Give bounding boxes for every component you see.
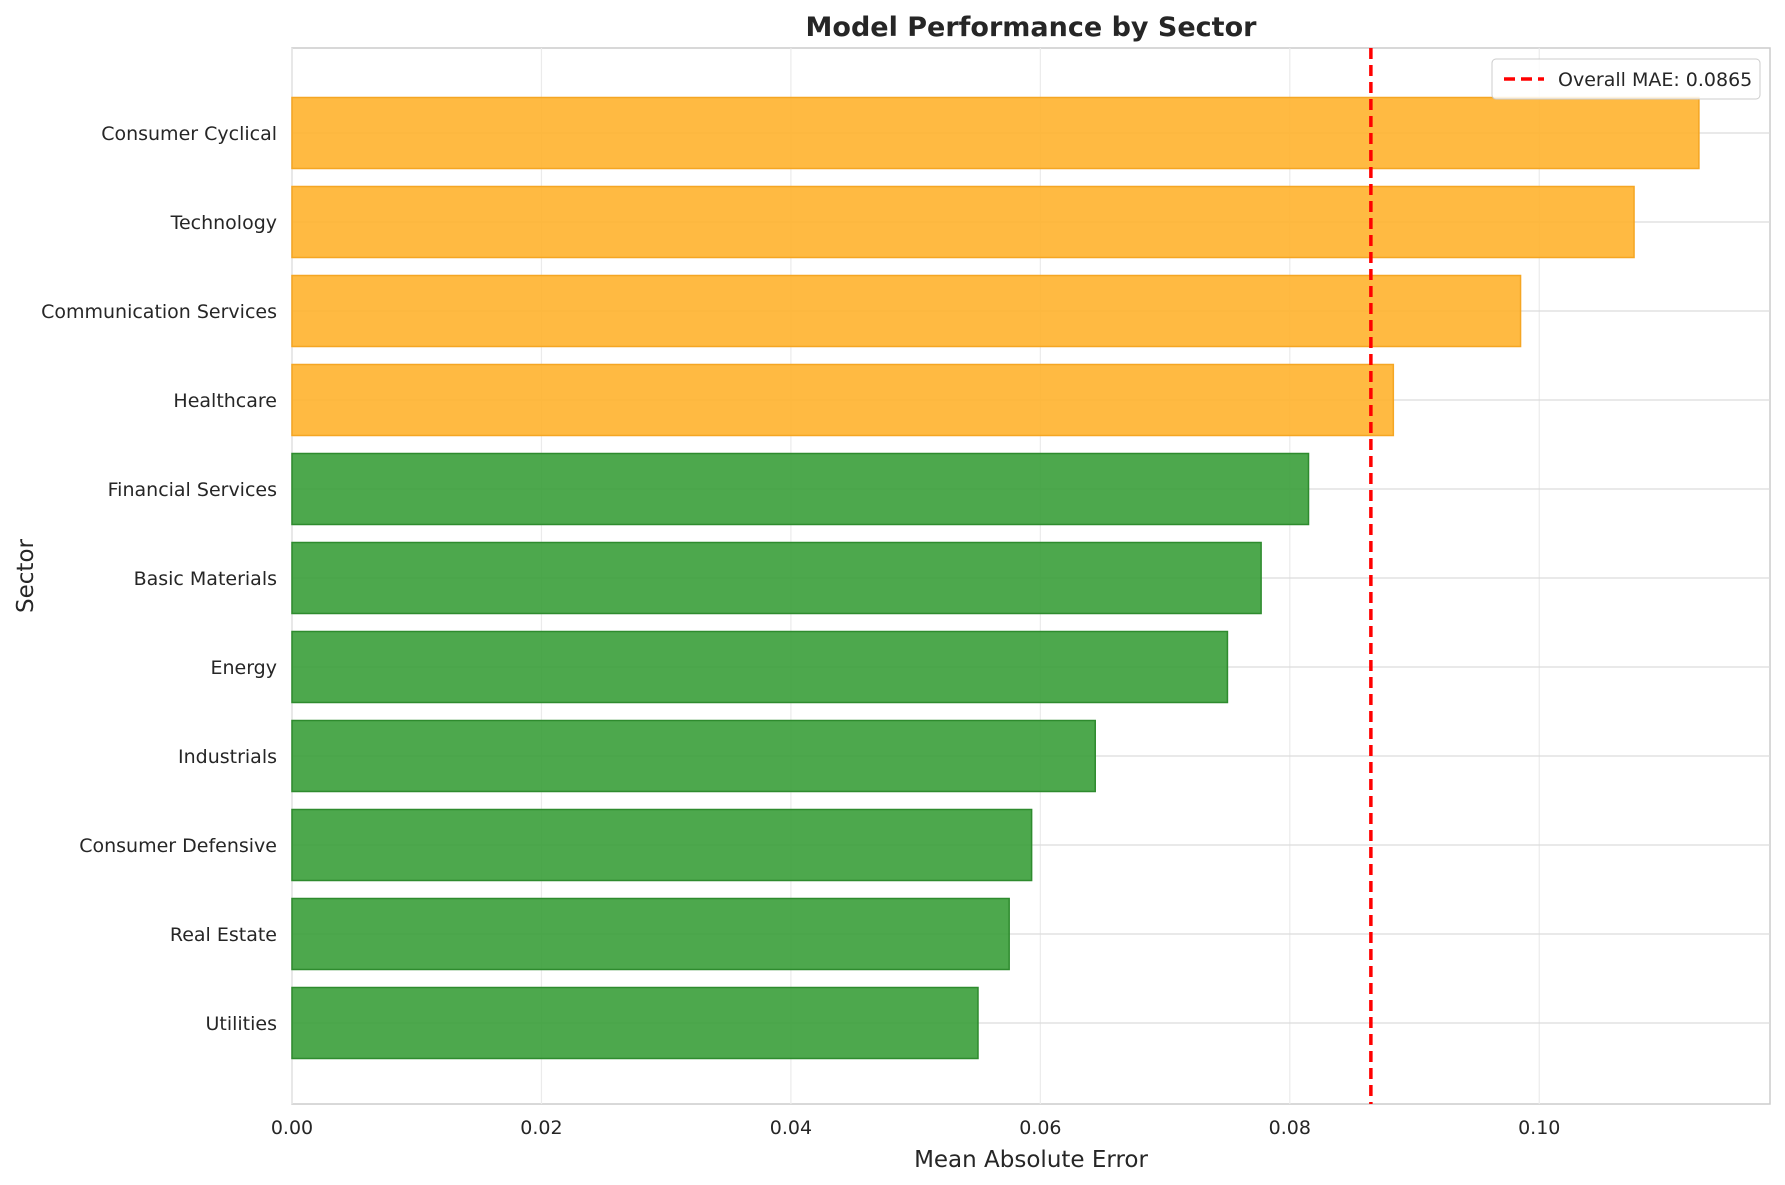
x-tick-label: 0.06 [1019, 1117, 1061, 1139]
y-tick-label: Utilities [205, 1013, 277, 1035]
bar [291, 897, 1010, 971]
y-tick-label: Real Estate [170, 924, 277, 946]
y-tick-label: Consumer Defensive [79, 835, 277, 857]
y-tick-label: Industrials [178, 746, 277, 768]
legend-entry-label: Overall MAE: 0.0865 [1558, 69, 1752, 91]
bar [291, 808, 1033, 882]
bar [291, 185, 1635, 259]
legend: Overall MAE: 0.0865 [1491, 58, 1761, 100]
bar [291, 719, 1096, 793]
x-tick-labels: 0.00 0.02 0.04 0.06 0.08 0.10 [271, 1117, 1561, 1139]
y-axis-label: Sector [13, 538, 39, 612]
y-tick-label: Technology [170, 212, 277, 234]
y-tick-label: Healthcare [173, 390, 277, 412]
bar [291, 452, 1310, 526]
x-tick-label: 0.10 [1518, 1117, 1560, 1139]
bars [291, 96, 1700, 1060]
y-tick-label: Communication Services [41, 301, 277, 323]
bar [291, 274, 1522, 348]
bar [291, 96, 1700, 170]
y-tick-label: Energy [210, 657, 277, 679]
x-tick-label: 0.08 [1269, 1117, 1311, 1139]
y-tick-labels: Consumer Cyclical Technology Communication… [41, 123, 277, 1035]
y-tick-label: Consumer Cyclical [101, 123, 277, 145]
y-tick-label: Financial Services [108, 479, 277, 501]
legend-box [1491, 58, 1761, 100]
x-axis-label: Mean Absolute Error [914, 1147, 1148, 1173]
bar [291, 986, 979, 1060]
bar [291, 630, 1229, 704]
chart-title: Model Performance by Sector [806, 12, 1258, 43]
x-tick-label: 0.04 [770, 1117, 812, 1139]
y-tick-label: Basic Materials [134, 568, 277, 590]
x-tick-label: 0.00 [271, 1117, 313, 1139]
x-tick-label: 0.02 [520, 1117, 562, 1139]
bar [291, 363, 1395, 437]
bar [291, 541, 1262, 615]
